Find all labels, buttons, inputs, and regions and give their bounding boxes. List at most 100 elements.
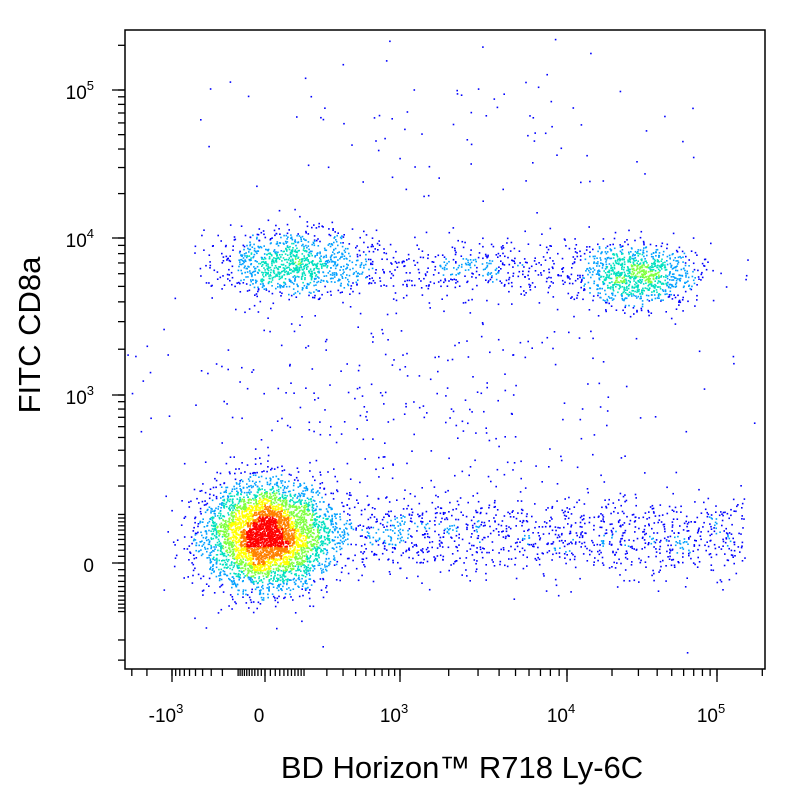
data-point bbox=[274, 251, 276, 254]
data-point bbox=[684, 586, 687, 588]
data-point bbox=[699, 535, 702, 537]
data-point bbox=[270, 578, 272, 580]
data-point bbox=[326, 591, 328, 593]
data-point bbox=[658, 261, 660, 263]
data-point bbox=[623, 531, 626, 534]
data-point bbox=[376, 242, 379, 245]
data-point bbox=[522, 554, 525, 556]
data-point bbox=[476, 531, 478, 533]
data-point bbox=[265, 576, 268, 578]
data-point bbox=[636, 289, 639, 292]
data-point bbox=[330, 267, 332, 269]
data-point bbox=[551, 507, 553, 509]
data-point bbox=[448, 529, 450, 531]
data-point bbox=[391, 551, 394, 553]
data-point bbox=[675, 269, 677, 272]
data-point bbox=[536, 212, 538, 214]
data-point bbox=[300, 565, 302, 568]
data-point bbox=[728, 578, 731, 581]
data-point bbox=[391, 263, 393, 265]
data-point bbox=[648, 283, 650, 286]
data-point bbox=[618, 499, 620, 501]
data-point bbox=[209, 554, 212, 556]
data-point bbox=[684, 269, 686, 272]
data-point bbox=[231, 495, 233, 497]
data-point bbox=[256, 185, 258, 188]
data-point bbox=[460, 94, 463, 96]
data-point bbox=[409, 520, 412, 522]
data-point bbox=[275, 224, 277, 227]
data-point bbox=[671, 253, 674, 256]
data-point bbox=[290, 234, 292, 236]
data-point bbox=[327, 166, 330, 169]
data-point bbox=[542, 552, 544, 555]
data-point bbox=[600, 262, 602, 264]
data-point bbox=[589, 553, 591, 556]
data-point bbox=[633, 278, 635, 280]
data-point bbox=[304, 239, 306, 241]
data-point bbox=[441, 267, 444, 270]
data-point bbox=[449, 525, 451, 527]
data-point bbox=[341, 291, 343, 293]
data-point bbox=[421, 582, 423, 584]
data-point bbox=[635, 259, 637, 262]
data-point bbox=[332, 251, 334, 253]
data-point bbox=[365, 415, 367, 418]
data-point bbox=[678, 274, 681, 276]
data-point bbox=[688, 284, 691, 287]
data-point bbox=[575, 244, 578, 246]
data-point bbox=[703, 264, 705, 267]
data-point bbox=[551, 125, 553, 128]
data-point bbox=[627, 259, 629, 261]
data-point bbox=[301, 289, 304, 291]
data-point bbox=[326, 510, 329, 512]
data-point bbox=[619, 90, 622, 93]
data-point bbox=[533, 140, 536, 142]
data-point bbox=[436, 512, 438, 514]
data-point bbox=[245, 593, 247, 596]
data-point bbox=[259, 300, 262, 303]
data-point bbox=[640, 309, 643, 312]
data-point bbox=[497, 531, 500, 533]
data-point bbox=[333, 274, 336, 276]
data-point bbox=[222, 260, 225, 262]
data-point bbox=[313, 269, 315, 271]
data-point bbox=[363, 564, 365, 566]
data-point bbox=[543, 521, 546, 523]
data-point bbox=[612, 262, 615, 265]
data-point bbox=[218, 575, 220, 577]
data-point bbox=[375, 532, 378, 534]
data-point bbox=[225, 555, 228, 558]
data-point bbox=[224, 245, 227, 248]
data-point bbox=[660, 521, 663, 523]
data-point bbox=[236, 282, 238, 284]
data-point bbox=[306, 250, 308, 253]
data-point bbox=[332, 492, 334, 495]
data-point bbox=[540, 274, 543, 276]
data-point bbox=[607, 396, 610, 398]
data-point bbox=[299, 501, 301, 504]
data-point bbox=[359, 273, 361, 275]
data-point bbox=[220, 486, 223, 488]
data-point bbox=[463, 562, 465, 564]
data-point bbox=[199, 541, 201, 543]
data-point bbox=[323, 488, 325, 490]
data-point bbox=[254, 497, 256, 499]
data-point bbox=[468, 474, 470, 477]
data-point bbox=[610, 297, 613, 299]
data-point bbox=[424, 527, 427, 530]
data-point bbox=[605, 276, 607, 279]
data-point bbox=[328, 538, 331, 540]
data-point bbox=[219, 586, 221, 588]
data-point bbox=[643, 247, 645, 249]
data-point bbox=[289, 269, 291, 271]
data-point bbox=[246, 491, 248, 494]
data-point bbox=[681, 250, 684, 253]
data-point bbox=[302, 258, 304, 260]
data-point bbox=[232, 580, 235, 582]
data-point bbox=[425, 523, 427, 526]
data-point bbox=[710, 539, 712, 542]
data-point bbox=[365, 537, 368, 539]
data-point bbox=[315, 509, 317, 511]
data-point bbox=[496, 468, 499, 471]
